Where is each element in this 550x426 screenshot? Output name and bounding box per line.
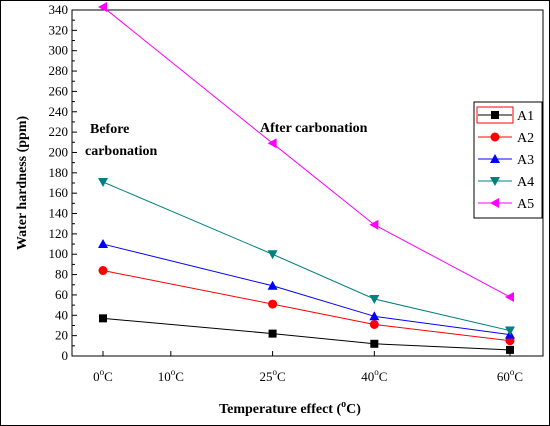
legend-marker-a4 [490, 177, 500, 186]
y-tick-label: 120 [49, 226, 69, 241]
data-point-a1 [268, 329, 277, 338]
data-point-a3 [267, 280, 278, 290]
annotation-before-line1: Before [90, 122, 129, 137]
data-point-a5 [98, 1, 107, 12]
y-tick-label: 100 [49, 246, 69, 261]
series-line-a4 [102, 181, 511, 332]
annotation-after: After carbonation [260, 121, 368, 136]
x-tick-label: 60oC [497, 367, 523, 384]
legend-marker-a3 [490, 154, 500, 163]
y-axis-title: Water hardness (ppm) [15, 116, 30, 251]
plot-area-border [71, 9, 544, 357]
series-line-a1 [102, 317, 511, 351]
x-tick-label: 0oC [93, 367, 113, 384]
y-tick-label: 260 [49, 83, 69, 98]
y-tick-label: 20 [55, 328, 68, 343]
data-point-a4 [98, 177, 108, 187]
y-tick-label: 240 [49, 104, 69, 119]
data-point-a2 [98, 266, 108, 276]
y-tick-label: 80 [55, 267, 68, 282]
x-tick-label: 40oC [361, 367, 387, 384]
data-point-a2 [268, 299, 278, 309]
data-point-a5 [267, 138, 277, 149]
y-tick-label: 60 [55, 287, 68, 302]
y-tick-label: 180 [49, 165, 69, 180]
y-tick-label: 160 [49, 185, 69, 200]
x-axis-title: Temperature effect (oC) [219, 399, 361, 417]
legend-label-a3: A3 [517, 153, 534, 168]
legend-selection-box [476, 106, 514, 124]
data-point-a3 [369, 311, 380, 321]
data-point-a5 [505, 291, 514, 302]
data-point-a5 [369, 219, 379, 230]
annotation-before-line2: carbonation [85, 144, 158, 159]
data-point-a2 [369, 319, 379, 329]
legend-marker-a1 [491, 111, 499, 119]
data-point-a4 [267, 250, 278, 260]
data-point-a1 [370, 339, 379, 348]
series-line-a5 [102, 6, 511, 298]
data-point-a1 [99, 314, 107, 323]
y-tick-label: 340 [49, 2, 69, 17]
y-tick-label: 40 [55, 307, 68, 322]
legend-box [473, 101, 543, 219]
legend-marker-a2 [490, 132, 500, 142]
y-tick-label: 0 [62, 348, 69, 363]
y-tick-label: 200 [49, 144, 69, 159]
legend-label-a4: A4 [517, 175, 534, 190]
data-point-a1 [506, 345, 514, 354]
legend-label-a1: A1 [517, 109, 534, 124]
data-point-a4 [369, 295, 380, 305]
legend-label-a2: A2 [517, 131, 534, 146]
y-tick-label: 280 [49, 63, 69, 78]
legend-marker-a5 [490, 198, 499, 208]
data-point-a4 [505, 326, 515, 336]
x-tick-label: 25oC [259, 367, 285, 384]
y-tick-label: 320 [49, 22, 69, 37]
y-tick-label: 220 [49, 124, 69, 139]
series-line-a3 [102, 243, 511, 336]
series-line-a2 [102, 270, 511, 342]
x-tick-label: 10oC [158, 367, 184, 384]
y-tick-label: 300 [49, 43, 69, 58]
y-tick-label: 140 [49, 206, 69, 221]
data-point-a3 [98, 239, 108, 249]
legend-label-a5: A5 [517, 197, 534, 212]
